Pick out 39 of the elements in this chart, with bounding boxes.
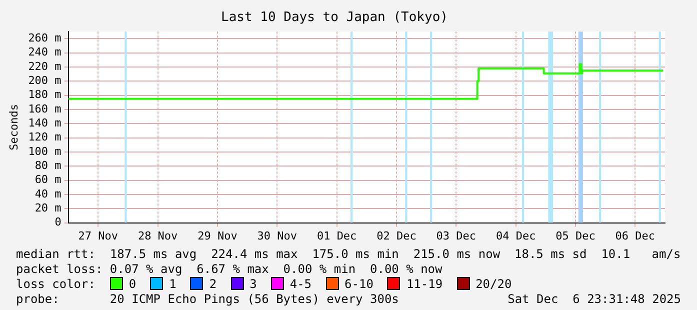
x-tick-label: 03 Dec [436, 229, 476, 242]
y-tick-label: 40 m [34, 187, 62, 200]
legend-label: 0 [128, 277, 136, 291]
y-tick-label: 260 m [28, 32, 62, 45]
chart-title: Last 10 Days to Japan (Tokyo) [221, 10, 448, 26]
text: median rtt: 187.5 ms avg 224.4 ms max 175.0 ms min 215.0 ms now 18.5 ms sd 10.1 am/s [16, 247, 681, 262]
legend-label: 4-5 [288, 277, 312, 291]
y-tick-label: 200 m [28, 74, 62, 88]
x-tick-label: 06 Dec [615, 229, 656, 242]
legend-label: 11-19 [405, 277, 443, 291]
text: packet loss: 0.07 % avg 6.67 % max 0.00 % min 0.00 % now [16, 262, 442, 277]
legend-label: 20/20 [474, 277, 512, 291]
text: Sat Dec 6 23:31:48 2025 [508, 292, 681, 307]
legend-label: 2 [208, 277, 217, 291]
legend-label: 6-10 [344, 277, 374, 291]
legend-label: 1 [168, 277, 176, 291]
y-axis-title: Seconds [7, 104, 20, 150]
y-tick-label: 220 m [28, 60, 62, 73]
y-tick-label: 60 m [34, 173, 62, 186]
legend-label: 3 [248, 277, 257, 291]
x-tick-label: 30 Nov [257, 229, 298, 242]
y-tick-label: 120 m [28, 130, 62, 144]
y-tick-label: 80 m [34, 159, 62, 172]
x-tick-label: 04 Dec [496, 229, 536, 242]
x-tick-label: 01 Dec [316, 229, 357, 242]
x-tick-label: 02 Dec [376, 229, 416, 242]
legend-title: loss color: [16, 277, 96, 291]
y-tick-label: 140 m [28, 116, 62, 130]
x-tick-label: 05 Dec [556, 229, 596, 242]
y-tick-label: 240 m [28, 46, 62, 59]
y-tick-label: 180 m [28, 88, 62, 102]
x-tick-label: 29 Nov [198, 229, 238, 242]
y-tick-label: 160 m [28, 102, 62, 116]
x-tick-label: 28 Nov [138, 229, 178, 242]
x-tick-label: 27 Nov [78, 229, 118, 242]
y-tick-label: 20 m [34, 201, 62, 214]
y-tick-label: 0 [54, 216, 62, 229]
text: probe: 20 ICMP Echo Pings (56 Bytes) every 300s [16, 292, 399, 307]
y-tick-label: 100 m [28, 144, 62, 158]
